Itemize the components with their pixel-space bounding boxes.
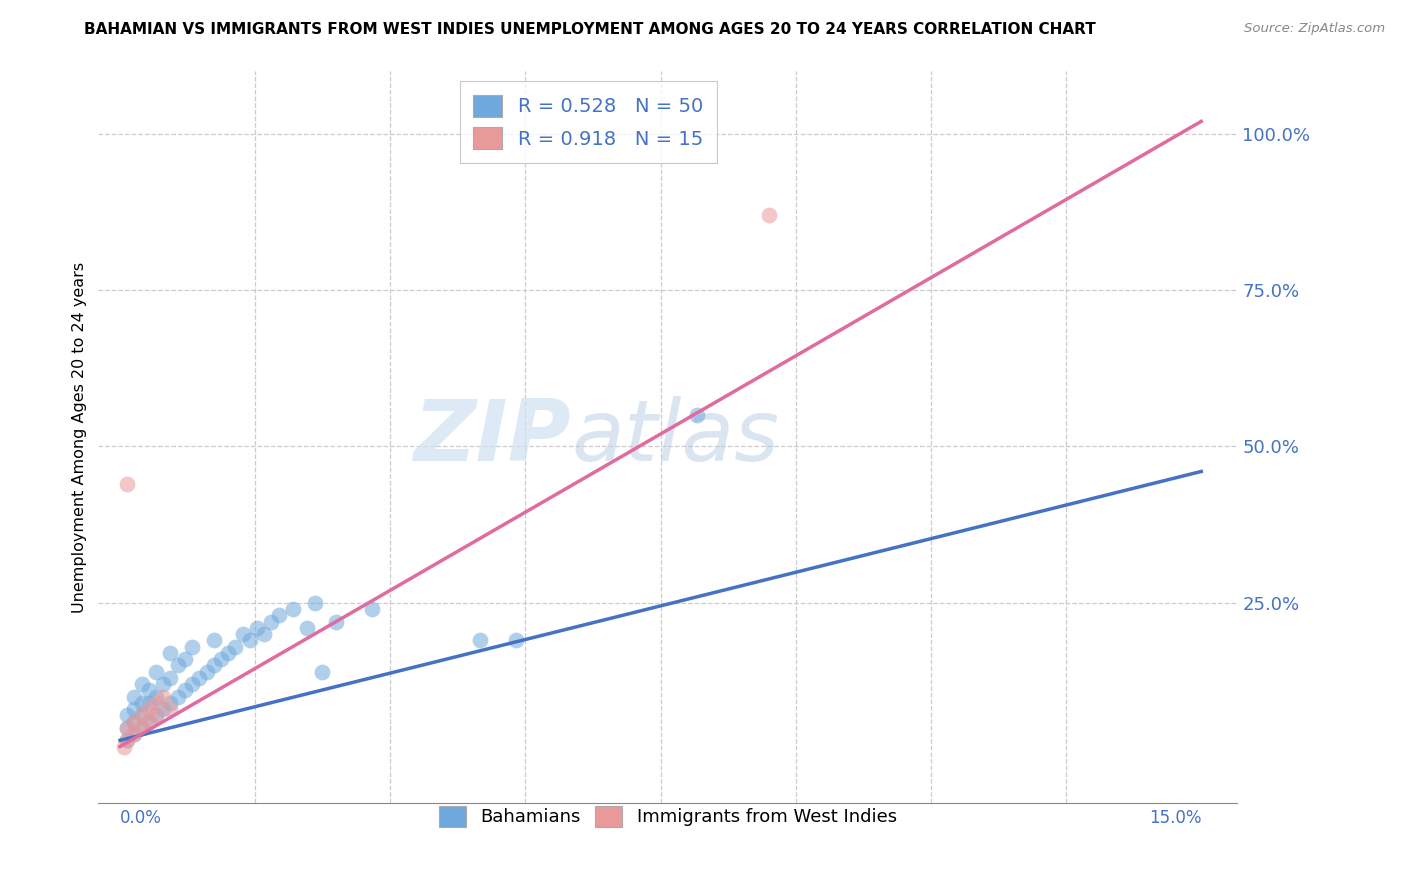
Point bbox=[267, 608, 290, 623]
Text: 0.0%: 0.0% bbox=[120, 809, 162, 827]
Point bbox=[166, 658, 188, 673]
Point bbox=[145, 696, 167, 710]
Point bbox=[145, 665, 167, 679]
Point bbox=[131, 721, 153, 735]
Point bbox=[217, 646, 239, 660]
Text: Source: ZipAtlas.com: Source: ZipAtlas.com bbox=[1244, 22, 1385, 36]
Point bbox=[159, 696, 181, 710]
Text: atlas: atlas bbox=[571, 395, 779, 479]
Point bbox=[202, 658, 225, 673]
Point bbox=[145, 708, 167, 723]
Point bbox=[117, 733, 139, 747]
Point bbox=[131, 677, 153, 691]
Y-axis label: Unemployment Among Ages 20 to 24 years: Unemployment Among Ages 20 to 24 years bbox=[72, 261, 87, 613]
Point bbox=[297, 621, 319, 635]
Point bbox=[246, 621, 269, 635]
Point bbox=[159, 702, 181, 716]
Point bbox=[281, 602, 304, 616]
Point bbox=[124, 690, 146, 704]
Point bbox=[138, 714, 160, 729]
Point bbox=[253, 627, 276, 641]
Point bbox=[686, 408, 709, 422]
Point bbox=[260, 615, 283, 629]
Point bbox=[304, 596, 326, 610]
Point bbox=[124, 714, 146, 729]
Point bbox=[124, 727, 146, 741]
Point bbox=[188, 671, 211, 685]
Point bbox=[174, 652, 197, 666]
Point bbox=[181, 677, 204, 691]
Text: BAHAMIAN VS IMMIGRANTS FROM WEST INDIES UNEMPLOYMENT AMONG AGES 20 TO 24 YEARS C: BAHAMIAN VS IMMIGRANTS FROM WEST INDIES … bbox=[84, 22, 1097, 37]
Point bbox=[174, 683, 197, 698]
Point bbox=[131, 708, 153, 723]
Point bbox=[232, 627, 254, 641]
Point bbox=[166, 690, 188, 704]
Point bbox=[138, 696, 160, 710]
Point bbox=[131, 708, 153, 723]
Point bbox=[195, 665, 218, 679]
Point bbox=[159, 671, 181, 685]
Point bbox=[152, 677, 174, 691]
Point bbox=[138, 714, 160, 729]
Point bbox=[361, 602, 384, 616]
Point bbox=[152, 690, 174, 704]
Point bbox=[209, 652, 232, 666]
Point bbox=[311, 665, 333, 679]
Point bbox=[138, 683, 160, 698]
Point bbox=[131, 721, 153, 735]
Point bbox=[159, 646, 181, 660]
Point bbox=[758, 208, 780, 222]
Point bbox=[202, 633, 225, 648]
Point bbox=[470, 633, 492, 648]
Point bbox=[117, 733, 139, 747]
Text: ZIP: ZIP bbox=[413, 395, 571, 479]
Point bbox=[239, 633, 262, 648]
Point bbox=[112, 739, 135, 754]
Point bbox=[124, 702, 146, 716]
Point bbox=[124, 727, 146, 741]
Point bbox=[131, 696, 153, 710]
Point bbox=[224, 640, 246, 654]
Point bbox=[152, 702, 174, 716]
Point bbox=[124, 714, 146, 729]
Point bbox=[181, 640, 204, 654]
Point bbox=[145, 708, 167, 723]
Point bbox=[117, 721, 139, 735]
Point bbox=[145, 690, 167, 704]
Text: 15.0%: 15.0% bbox=[1149, 809, 1201, 827]
Point bbox=[117, 708, 139, 723]
Point bbox=[325, 615, 347, 629]
Point bbox=[138, 702, 160, 716]
Point bbox=[117, 477, 139, 491]
Point bbox=[117, 721, 139, 735]
Legend: Bahamians, Immigrants from West Indies: Bahamians, Immigrants from West Indies bbox=[432, 798, 904, 834]
Point bbox=[505, 633, 527, 648]
